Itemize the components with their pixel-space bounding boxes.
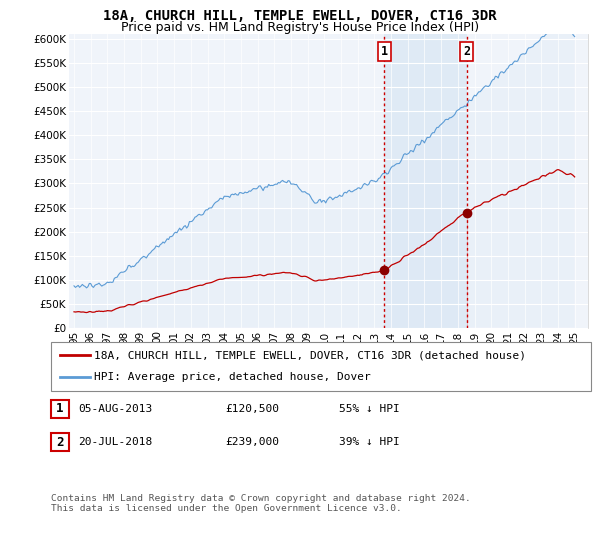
Text: 05-AUG-2013: 05-AUG-2013 <box>78 404 152 414</box>
Text: 18A, CHURCH HILL, TEMPLE EWELL, DOVER, CT16 3DR: 18A, CHURCH HILL, TEMPLE EWELL, DOVER, C… <box>103 9 497 23</box>
Text: 2: 2 <box>463 45 470 58</box>
Text: £120,500: £120,500 <box>225 404 279 414</box>
Text: 2: 2 <box>56 436 64 449</box>
Text: Price paid vs. HM Land Registry's House Price Index (HPI): Price paid vs. HM Land Registry's House … <box>121 21 479 35</box>
Bar <box>384 34 467 328</box>
Text: Contains HM Land Registry data © Crown copyright and database right 2024.
This d: Contains HM Land Registry data © Crown c… <box>51 494 471 514</box>
Text: £239,000: £239,000 <box>225 437 279 447</box>
Text: 20-JUL-2018: 20-JUL-2018 <box>78 437 152 447</box>
Text: 1: 1 <box>56 402 64 416</box>
Text: 18A, CHURCH HILL, TEMPLE EWELL, DOVER, CT16 3DR (detached house): 18A, CHURCH HILL, TEMPLE EWELL, DOVER, C… <box>94 351 526 361</box>
Text: 39% ↓ HPI: 39% ↓ HPI <box>339 437 400 447</box>
Text: 1: 1 <box>380 45 388 58</box>
Text: 55% ↓ HPI: 55% ↓ HPI <box>339 404 400 414</box>
Text: HPI: Average price, detached house, Dover: HPI: Average price, detached house, Dove… <box>94 372 371 382</box>
